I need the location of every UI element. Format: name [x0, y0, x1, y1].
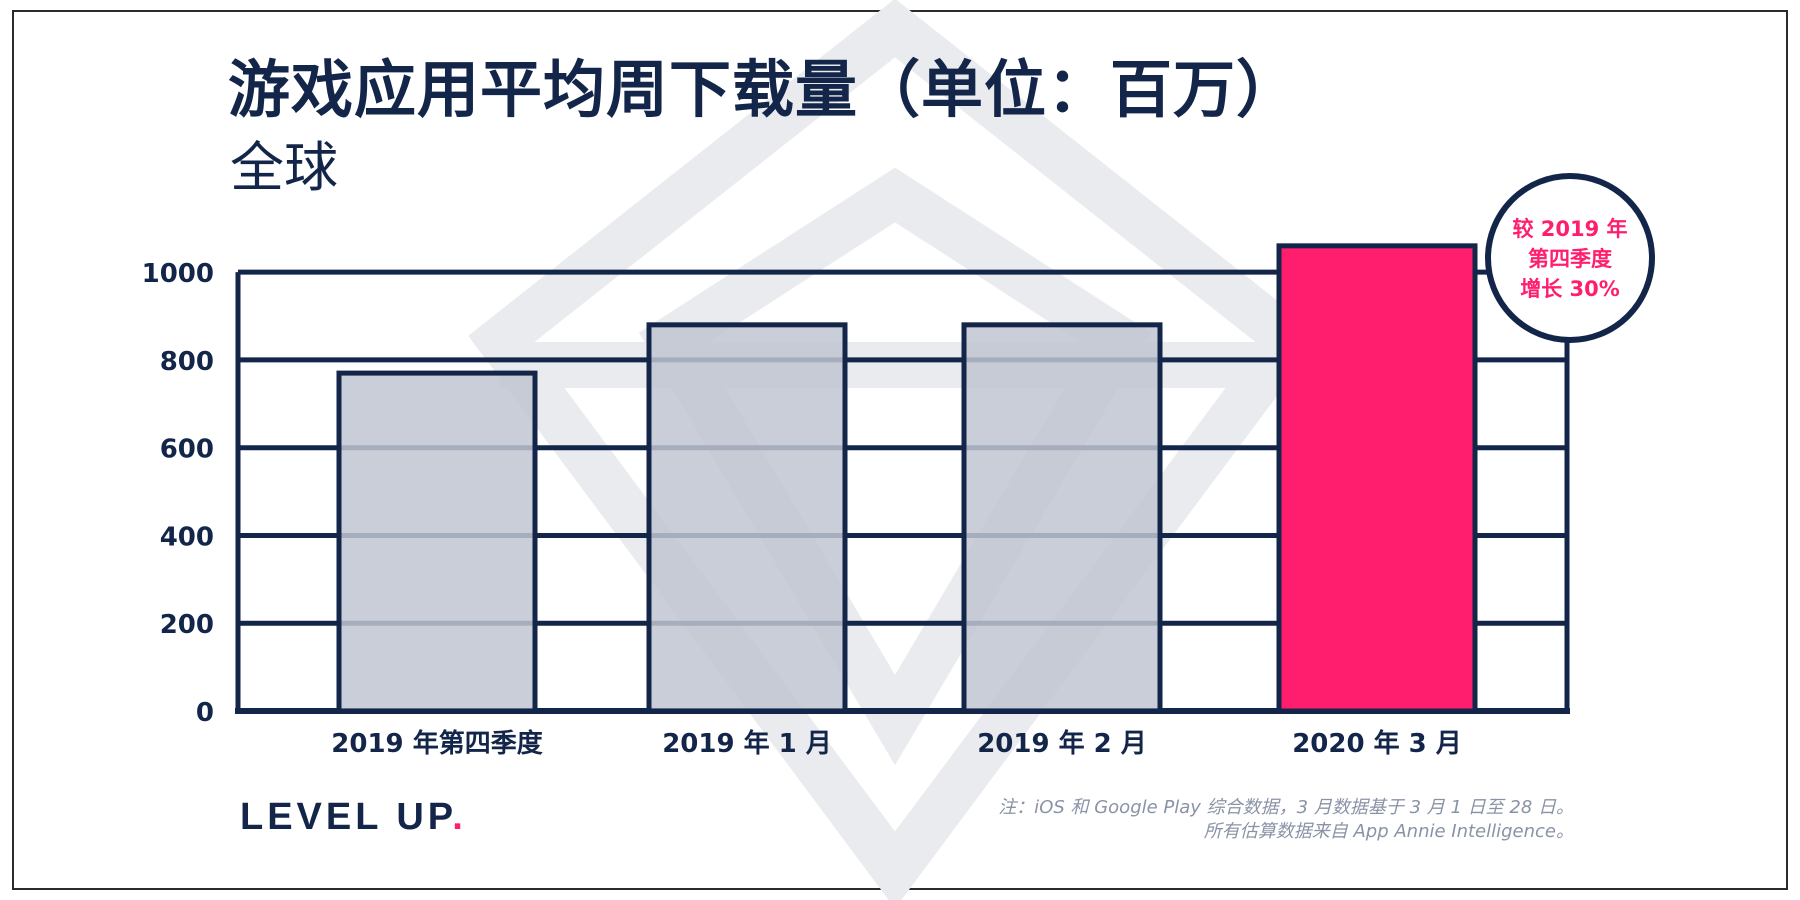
footnote: 注：iOS 和 Google Play 综合数据，3 月数据基于 3 月 1 日…	[998, 796, 1574, 845]
chart-subtitle: 全球	[230, 136, 338, 199]
callout-line-1: 较 2019 年	[1512, 217, 1627, 241]
x-tick-label-1: 2019 年 1 月	[662, 728, 832, 759]
x-tick-label-3: 2020 年 3 月	[1292, 728, 1462, 759]
x-tick-label-2: 2019 年 2 月	[977, 728, 1147, 759]
callout-line-3: 增长 30%	[1520, 277, 1620, 301]
y-axis-tick-labels: 0 200 400 600 800 1000	[142, 259, 214, 728]
bar-3	[1276, 243, 1478, 714]
y-tick-label-800: 800	[160, 347, 214, 377]
footnote-line-1: 注：iOS 和 Google Play 综合数据，3 月数据基于 3 月 1 日…	[998, 797, 1574, 818]
chart-bars	[336, 243, 1478, 714]
bar-1	[646, 322, 848, 714]
brand-logo-text: LEVEL UP	[240, 796, 453, 838]
watermark-outline	[468, 0, 1322, 900]
chart-title: 游戏应用平均周下载量（单位：百万）	[228, 53, 1300, 126]
y-tick-label-1000: 1000	[142, 259, 214, 289]
callout-line-2: 第四季度	[1528, 247, 1612, 271]
watermark-inner	[638, 167, 1152, 766]
bar-2	[961, 322, 1163, 714]
brand-logo-dot: .	[452, 796, 467, 838]
y-tick-label-600: 600	[160, 435, 214, 465]
y-tick-label-400: 400	[160, 522, 214, 552]
bar-0	[336, 370, 538, 714]
y-tick-label-0: 0	[196, 698, 214, 728]
y-tick-label-200: 200	[160, 610, 214, 640]
brand-logo: LEVEL UP.	[240, 796, 467, 839]
x-axis-tick-labels: 2019 年第四季度 2019 年 1 月 2019 年 2 月 2020 年 3 月	[331, 728, 1462, 759]
x-tick-label-0: 2019 年第四季度	[331, 728, 542, 759]
footnote-line-2: 所有估算数据来自 App Annie Intelligence。	[1203, 821, 1574, 843]
callout-circle	[1485, 173, 1655, 343]
